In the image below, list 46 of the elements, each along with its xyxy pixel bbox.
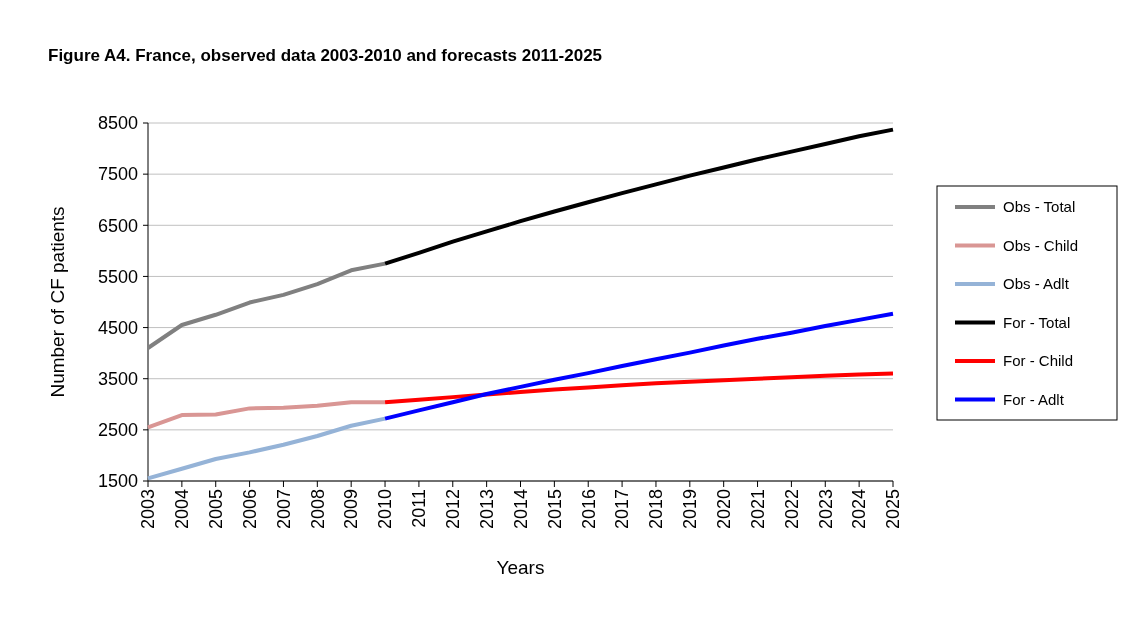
- x-tick-label: 2015: [544, 489, 565, 530]
- x-tick-label: 2016: [578, 489, 599, 530]
- y-tick-label: 1500: [97, 471, 138, 492]
- legend-label: Obs - Total: [1003, 198, 1076, 216]
- x-tick-label: 2007: [273, 489, 294, 530]
- y-tick-label: 2500: [97, 420, 138, 441]
- x-tick-label: 2024: [849, 489, 870, 530]
- x-tick-label: 2018: [646, 489, 667, 530]
- y-tick-label: 7500: [97, 164, 138, 185]
- line-series: [146, 400, 388, 430]
- x-tick-label: 2023: [815, 489, 836, 530]
- x-tick-label: 2006: [239, 489, 260, 530]
- line-series: [383, 311, 895, 421]
- x-tick-label: 2009: [341, 489, 362, 530]
- legend-label: For - Adlt: [1003, 390, 1065, 408]
- x-tick-label: 2004: [172, 489, 193, 530]
- line-series: [383, 127, 895, 266]
- x-tick-label: 2003: [138, 489, 159, 530]
- x-tick-label: 2020: [713, 489, 734, 530]
- line-series: [146, 261, 388, 351]
- legend-label: Obs - Adlt: [1003, 275, 1070, 293]
- x-tick-label: 2014: [510, 489, 531, 530]
- x-tick-label: 2019: [680, 489, 701, 530]
- x-tick-label: 2005: [206, 489, 227, 530]
- y-tick-label: 8500: [97, 113, 138, 134]
- y-tick-label: 4500: [97, 317, 138, 338]
- chart-title: Figure A4. France, observed data 2003-2010 and forecasts 2011-2025: [48, 46, 603, 65]
- x-tick-label: 2017: [612, 489, 633, 530]
- x-tick-label: 2008: [307, 489, 328, 530]
- x-tick-label: 2013: [476, 489, 497, 530]
- x-tick-label: 2025: [883, 489, 904, 530]
- x-tick-label: 2021: [747, 489, 768, 530]
- y-tick-label: 6500: [97, 215, 138, 236]
- legend-label: For - Child: [1003, 352, 1074, 370]
- x-tick-label: 2011: [409, 489, 430, 528]
- y-tick-label: 3500: [97, 369, 138, 390]
- x-tick-label: 2022: [781, 489, 802, 530]
- y-axis-title: Number of CF patients: [47, 206, 68, 398]
- x-tick-label: 2010: [375, 489, 396, 530]
- legend-label: For - Total: [1003, 313, 1071, 331]
- legend-label: Obs - Child: [1003, 236, 1079, 254]
- x-tick-label: 2012: [443, 489, 464, 530]
- y-tick-label: 5500: [97, 266, 138, 287]
- line-series: [383, 371, 895, 405]
- x-axis-title: Years: [496, 557, 545, 578]
- line-series: [146, 416, 388, 481]
